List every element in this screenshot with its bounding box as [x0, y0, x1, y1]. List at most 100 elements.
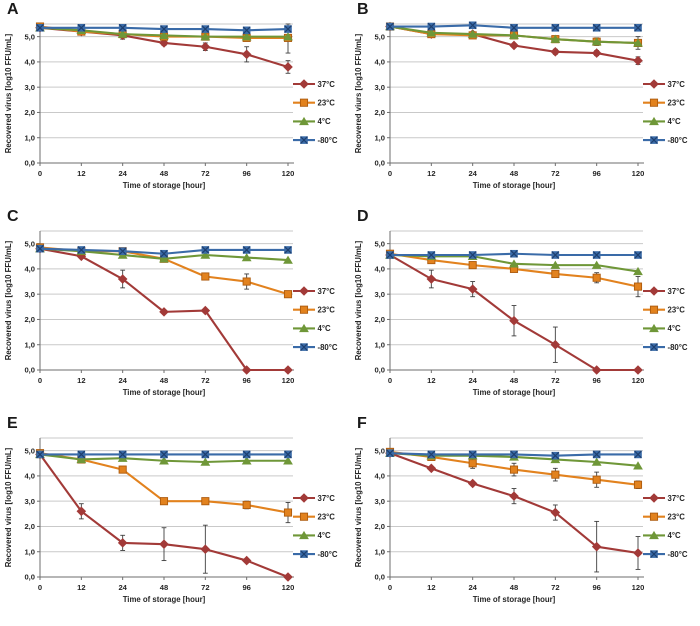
- chart-svg-panel-F: 0,0 1,0 2,0 3,0 4,0 5,0 Recovered virus [log10…: [354, 437, 688, 604]
- marker-triangle: [117, 29, 128, 38]
- marker-square-x-cross: [36, 244, 44, 253]
- panel-label-a: A: [7, 1, 20, 18]
- chart-svg-panel-B: 0,0 1,0 2,0 3,0 4,0 5,0 Recovered viurs [log10…: [354, 21, 688, 190]
- marker-square: [509, 465, 519, 474]
- series--80cc: [36, 450, 292, 459]
- marker-square: [633, 480, 643, 489]
- marker-triangle: [550, 260, 561, 269]
- panel-a-chart-host: 0,0 1,0 2,0 3,0 4,0 5,0 Recovered virus [log10…: [0, 0, 350, 207]
- x-axis: 0 12 24 48 72 96 120 Time of storage [hour]: [38, 162, 295, 190]
- marker-square-x-cross: [284, 25, 292, 33]
- marker-square-x-cross: [386, 449, 394, 457]
- marker-diamond: [633, 548, 643, 558]
- x-tick-label: 72: [551, 376, 559, 385]
- y-tick-label: 5,0: [374, 32, 385, 41]
- marker-diamond: [550, 507, 561, 518]
- marker-triangle: [591, 37, 602, 46]
- legend-label: -80°C: [668, 343, 688, 352]
- legend-label: 4°C: [318, 117, 331, 126]
- y-tick-label: 5,0: [374, 239, 385, 248]
- legend-item: 4°C: [643, 323, 681, 333]
- x-tick-label: 120: [632, 376, 645, 385]
- legend-item: 4°C: [293, 116, 331, 126]
- x-tick-label: 24: [468, 583, 477, 592]
- series--80cc: [36, 244, 292, 258]
- y-tick-label: 0,0: [374, 573, 385, 582]
- legend-label: 37°C: [668, 80, 686, 89]
- legend-label: 23°C: [318, 99, 336, 108]
- x-tick-label: 0: [388, 583, 392, 592]
- marker-square-x-cross: [77, 23, 86, 32]
- marker-diamond: [299, 286, 309, 296]
- marker-square-x-cross: [634, 23, 642, 32]
- x-tick-label: 72: [201, 583, 209, 592]
- y-axis-title: Recovered virus [log10 FFU/mL]: [4, 33, 13, 153]
- x-axis: 0 12 24 48 72 96 120 Time of storage [hour]: [38, 576, 294, 604]
- marker-square-x-cross: [468, 251, 477, 259]
- marker-diamond: [200, 544, 211, 554]
- marker-square-x-cross: [242, 450, 251, 459]
- marker-triangle: [649, 116, 659, 126]
- marker-square-x-cross: [201, 246, 210, 254]
- legend-item: -80°C: [293, 136, 338, 145]
- marker-square: [633, 282, 643, 291]
- marker-diamond: [76, 506, 87, 517]
- legend-item: 23°C: [643, 306, 685, 315]
- marker-square-x-cross: [118, 450, 127, 459]
- legend-label: -80°C: [668, 550, 688, 559]
- marker-square: [299, 512, 309, 521]
- marker-triangle: [159, 30, 169, 40]
- marker-square-x-cross: [160, 249, 168, 258]
- marker-square-x-cross: [592, 450, 601, 459]
- marker-triangle: [633, 38, 643, 47]
- y-axis-title: Recovered virus [log10 FFU/mL]: [354, 240, 363, 360]
- marker-square-x-cross: [300, 550, 308, 558]
- y-axis-title: Recovered virus [log10 FFU/mL]: [4, 240, 13, 360]
- x-tick-label: 48: [510, 583, 518, 592]
- marker-square-x-cross: [634, 450, 642, 459]
- legend-label: 4°C: [668, 324, 681, 333]
- marker-diamond: [241, 555, 252, 566]
- y-tick-label: 3,0: [24, 290, 35, 299]
- legend-label: 4°C: [668, 117, 681, 126]
- panel-d-chart-host: 0,0 1,0 2,0 3,0 4,0 5,0 Recovered virus [log10…: [350, 207, 700, 414]
- y-tick-label: 5,0: [24, 446, 35, 455]
- marker-square: [649, 512, 659, 521]
- legend: 37°C 23°C 4°C -80°C: [643, 493, 688, 559]
- marker-square: [201, 272, 210, 281]
- y-tick-label: 5,0: [24, 32, 35, 41]
- legend-item: -80°C: [643, 136, 688, 145]
- marker-triangle: [200, 32, 211, 41]
- marker-triangle: [283, 32, 293, 41]
- x-tick-label: 120: [282, 169, 295, 178]
- chart-svg-panel-E: 0,0 1,0 2,0 3,0 4,0 5,0 Recovered virus [log10…: [4, 437, 338, 604]
- panel-label-f: F: [357, 415, 368, 432]
- marker-square-x-cross: [650, 136, 658, 144]
- marker-triangle: [633, 266, 643, 276]
- marker-diamond: [509, 40, 519, 51]
- legend-label: 4°C: [318, 324, 331, 333]
- legend-item: 4°C: [293, 323, 331, 333]
- marker-square-x-cross: [634, 251, 642, 259]
- legend-label: 23°C: [668, 99, 686, 108]
- marker-square-x-cross: [36, 450, 44, 459]
- marker-square-x-cross: [551, 451, 560, 460]
- x-tick-label: 48: [160, 583, 168, 592]
- marker-square-x-cross: [160, 25, 168, 33]
- y-tick-label: 4,0: [24, 265, 35, 274]
- x-tick-label: 24: [118, 583, 127, 592]
- marker-square-x-cross: [510, 450, 518, 459]
- legend-label: 4°C: [668, 531, 681, 540]
- panel-label-b: B: [357, 1, 370, 18]
- x-tick-label: 96: [592, 583, 600, 592]
- series-37cc: [35, 449, 293, 582]
- chart-svg-panel-A: 0,0 1,0 2,0 3,0 4,0 5,0 Recovered virus [log10…: [4, 22, 338, 190]
- marker-diamond: [649, 286, 659, 296]
- x-tick-label: 0: [38, 169, 42, 178]
- marker-triangle: [200, 250, 211, 259]
- y-axis: 0,0 1,0 2,0 3,0 4,0 5,0 Recovered virus [log10…: [354, 231, 391, 375]
- marker-diamond: [550, 339, 561, 350]
- chart-svg-panel-C: 0,0 1,0 2,0 3,0 4,0 5,0 Recovered virus [log10…: [4, 230, 338, 397]
- marker-triangle: [200, 457, 211, 466]
- marker-square: [551, 470, 560, 479]
